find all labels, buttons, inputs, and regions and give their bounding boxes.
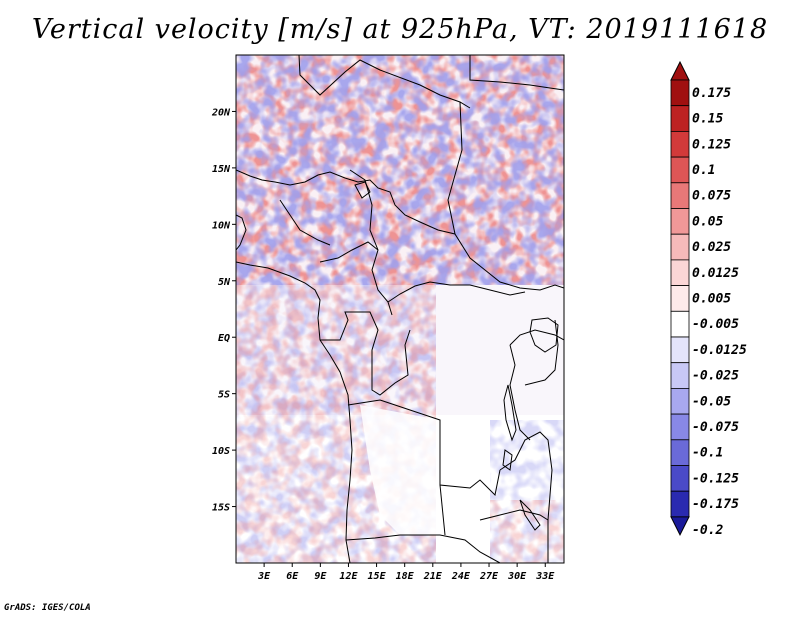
colorbar-label: -0.025: [692, 369, 739, 384]
colorbar-label: 0.05: [692, 214, 723, 229]
colorbar-label: -0.1: [692, 446, 723, 461]
colorbar-label: -0.005: [692, 317, 739, 332]
colorbar-label: 0.0125: [692, 266, 739, 281]
lon-tick-label: 3E: [257, 571, 271, 582]
colorbar-label: 0.175: [692, 86, 731, 101]
colorbar-label: 0.075: [692, 189, 731, 204]
colorbar-label: -0.05: [692, 394, 731, 409]
colorbar-bottom-arrow: [670, 516, 690, 537]
colorbar-swatch: [670, 156, 690, 184]
colorbar-swatch: [670, 285, 690, 312]
colorbar-swatch: [670, 413, 690, 441]
colorbar-label: -0.075: [692, 420, 739, 435]
lon-tick-label: 15E: [368, 571, 387, 582]
lat-tick-label: 10N: [212, 220, 231, 231]
colorbar-label: 0.005: [692, 291, 731, 306]
colorbar: 0.175 0.15 0.125 0.1 0.075 0.05 0.025 0.0125 0.0…: [670, 60, 747, 538]
map-frame: [235, 54, 565, 564]
lon-tick-label: 21E: [423, 571, 443, 582]
lat-tick-label: 5N: [218, 277, 231, 288]
colorbar-swatch: [670, 130, 690, 158]
lon-tick-label: 12E: [339, 571, 358, 582]
field-equatorial: [236, 285, 564, 415]
lon-tick-label: 27E: [479, 571, 499, 582]
colorbar-swatch: [670, 233, 690, 261]
colorbar-swatch: [670, 490, 690, 518]
colorbar-label: -0.125: [692, 471, 739, 486]
grads-credit: GrADS: IGES/COLA: [4, 603, 91, 613]
latitude-axis: 20N 15N 10N 5N EQ 5S 10S 15S: [211, 107, 236, 514]
map-title: Vertical velocity [m/s] at 925hPa, VT: 2…: [31, 14, 769, 45]
lat-tick-label: 20N: [211, 107, 231, 118]
colorbar-swatch: [670, 208, 690, 235]
colorbar-top-arrow: [670, 60, 690, 81]
lon-tick-label: 6E: [286, 571, 299, 582]
colorbar-label: 0.1: [692, 163, 715, 178]
lon-tick-label: 24E: [451, 571, 471, 582]
colorbar-swatch: [670, 387, 690, 415]
map-panel: [236, 55, 564, 563]
lon-tick-label: 18E: [396, 571, 415, 582]
lakes: [354, 181, 559, 531]
colorbar-swatch: [670, 105, 690, 132]
country-borders: [236, 55, 564, 563]
lat-tick-label: 10S: [212, 446, 230, 457]
colorbar-label: 0.125: [692, 137, 731, 152]
lat-tick-label: EQ: [218, 333, 230, 344]
colorbar-swatch: [670, 79, 690, 107]
colorbar-label: 0.025: [692, 240, 731, 255]
longitude-axis: 3E 6E 9E 12E 15E 18E 21E 24E 27E 30E 33E: [257, 563, 555, 582]
colorbar-swatch: [670, 465, 690, 492]
colorbar-swatch: [670, 336, 690, 364]
colorbar-label: 0.15: [692, 112, 723, 127]
colorbar-label: -0.175: [692, 497, 739, 512]
colorbar-swatch: [670, 439, 690, 466]
colorbar-swatch: [670, 182, 690, 209]
lat-tick-label: 5S: [218, 390, 230, 401]
colorbar-swatch: [670, 310, 690, 338]
lat-tick-label: 15S: [212, 503, 230, 514]
colorbar-label: -0.0125: [692, 343, 747, 358]
lon-tick-label: 30E: [507, 571, 527, 582]
lat-tick-label: 15N: [212, 164, 231, 175]
colorbar-label: -0.2: [692, 523, 723, 538]
field-north: [236, 55, 564, 285]
colorbar-swatch: [670, 362, 690, 389]
lon-tick-label: 9E: [314, 571, 327, 582]
colorbar-swatch: [670, 259, 690, 286]
lon-tick-label: 33E: [535, 571, 555, 582]
